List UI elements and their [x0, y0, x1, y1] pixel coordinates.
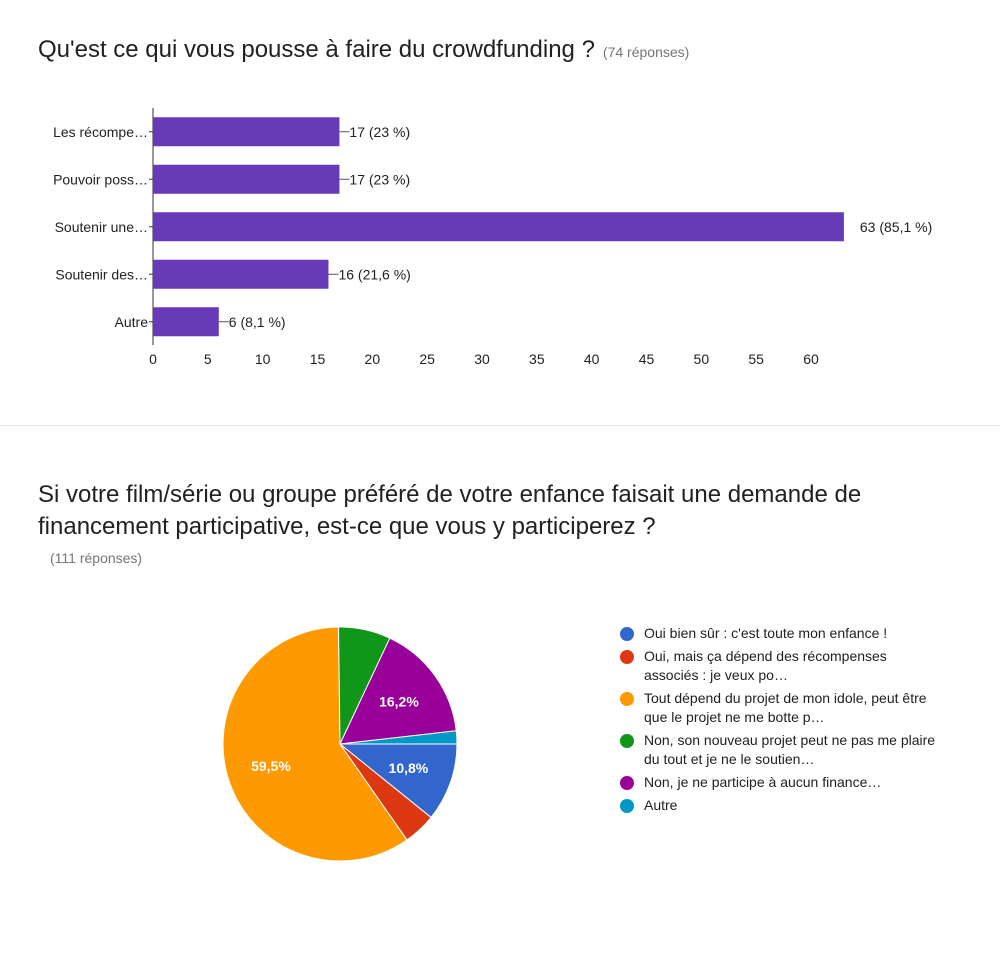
pie-slice — [222, 626, 408, 862]
bar — [153, 259, 329, 289]
legend-item: Non, son nouveau projet peut ne pas me p… — [620, 731, 940, 769]
legend-swatch — [620, 692, 634, 706]
pie-slice — [338, 743, 458, 819]
data-label: 17 (23 %) — [349, 124, 410, 140]
x-tick-label: 55 — [748, 351, 764, 367]
data-label: 6 (8,1 %) — [229, 314, 286, 330]
legend-item: Oui, mais ça dépend des récompenses asso… — [620, 647, 940, 685]
bar — [153, 164, 340, 194]
x-tick-label: 45 — [639, 351, 655, 367]
bar — [153, 117, 340, 147]
category-label: Soutenir une… — [55, 219, 148, 235]
bar-chart: Les récompe… 17 (23 %) Pouvoir poss… 17 (23… — [53, 108, 932, 367]
legend-swatch — [620, 799, 634, 813]
pie-slice-label: 10,8% — [389, 760, 429, 776]
bar — [153, 212, 844, 242]
data-label: 17 (23 %) — [349, 171, 410, 187]
response-count-2: (111 réponses) — [50, 550, 143, 566]
legend-label: Tout dépend du projet de mon idole, peut… — [644, 690, 927, 725]
legend-label: Non, son nouveau projet peut ne pas me p… — [644, 732, 936, 767]
legend-swatch — [620, 627, 634, 641]
x-tick-label: 15 — [310, 351, 326, 367]
category-label: Soutenir des… — [55, 266, 148, 282]
legend-label: Oui bien sûr : c'est toute mon enfance ! — [644, 625, 888, 641]
question-1-text: Qu'est ce qui vous pousse à faire du cro… — [38, 36, 595, 63]
category-label: Pouvoir poss… — [53, 171, 148, 187]
legend-swatch — [620, 650, 634, 664]
category-label: Les récompe… — [53, 124, 148, 140]
legend-item: Tout dépend du projet de mon idole, peut… — [620, 689, 940, 727]
response-count-1: (74 réponses) — [602, 44, 690, 60]
x-tick-label: 40 — [584, 351, 600, 367]
legend-label: Non, je ne participe à aucun finance… — [644, 774, 882, 790]
pie-slice-label: 16,2% — [379, 694, 419, 710]
question-card-1: Qu'est ce qui vous pousse à faire du cro… — [0, 0, 1000, 425]
legend-item: Oui bien sûr : c'est toute mon enfance ! — [620, 624, 940, 643]
x-tick-label: 30 — [474, 351, 490, 367]
x-tick-label: 50 — [694, 351, 710, 367]
x-tick-label: 35 — [529, 351, 545, 367]
legend-item: Autre — [620, 796, 940, 815]
question-title-1: Qu'est ce qui vous pousse à faire du cro… — [38, 34, 689, 68]
card-divider — [0, 425, 1000, 426]
x-tick-label: 10 — [255, 351, 271, 367]
pie-slice — [339, 730, 458, 745]
pie-legend: Oui bien sûr : c'est toute mon enfance !… — [620, 624, 940, 819]
x-tick-label: 60 — [803, 351, 819, 367]
legend-swatch — [620, 734, 634, 748]
legend-label: Oui, mais ça dépend des récompenses asso… — [644, 648, 887, 683]
question-title-2: Si votre film/série ou groupe préféré de… — [38, 481, 862, 540]
x-tick-label: 20 — [365, 351, 381, 367]
legend-item: Non, je ne participe à aucun finance… — [620, 773, 940, 792]
bar — [153, 307, 219, 337]
category-label: Autre — [115, 314, 149, 330]
data-label: 63 (85,1 %) — [860, 219, 932, 235]
legend-label: Autre — [644, 797, 678, 813]
x-tick-label: 5 — [204, 351, 212, 367]
pie-slice-label: 59,5% — [251, 758, 291, 774]
legend-swatch — [620, 776, 634, 790]
pie-slice — [339, 637, 457, 745]
pie-chart: 10,8% 59,5% 16,2% — [222, 626, 458, 862]
question-card-2 — [0, 426, 1000, 977]
x-tick-label: 25 — [419, 351, 435, 367]
data-label: 16 (21,6 %) — [338, 266, 410, 282]
x-tick-label: 0 — [149, 351, 157, 367]
